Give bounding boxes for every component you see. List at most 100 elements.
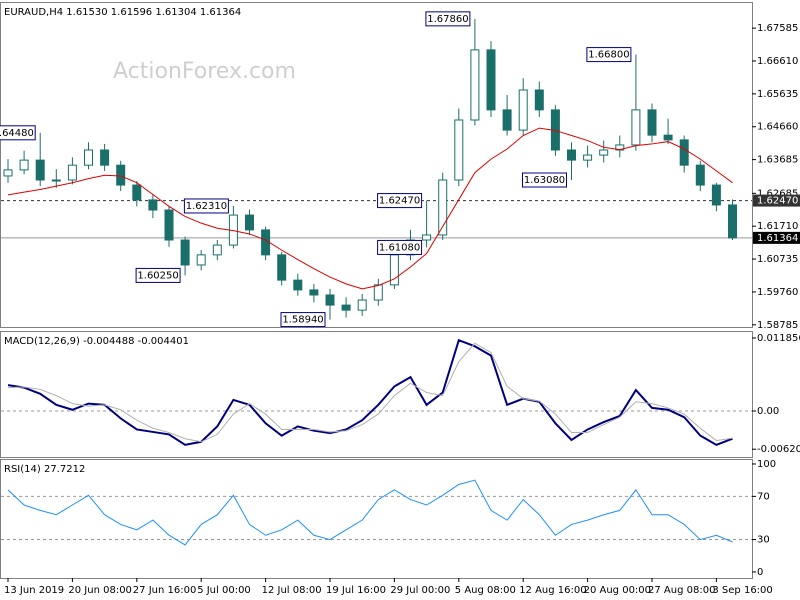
candle-body xyxy=(51,179,61,182)
price-annotation: 1.66800 xyxy=(588,50,629,61)
candle-body xyxy=(631,109,641,146)
candle-body xyxy=(3,169,13,177)
candle-body xyxy=(325,294,335,306)
x-tick-label: 20 Aug 00:00 xyxy=(584,585,651,596)
y-tick-label: 1.67585 xyxy=(757,23,798,34)
candle-body xyxy=(502,109,512,131)
candle-body xyxy=(309,289,319,296)
candle-body xyxy=(534,89,544,111)
y-tick-label: 0.00 xyxy=(757,406,779,417)
candle-body xyxy=(132,184,142,201)
x-tick-label: 5 Jul 00:00 xyxy=(197,585,251,596)
price-annotation: 1.60250 xyxy=(137,270,178,281)
x-tick-label: 29 Jul 00:00 xyxy=(390,585,450,596)
axis-price-label: 1.62470 xyxy=(757,196,798,207)
candle-body xyxy=(422,234,432,241)
y-tick-label: 0.011856 xyxy=(757,333,800,344)
candle-body xyxy=(67,164,77,181)
price-annotation-box xyxy=(586,47,632,63)
x-tick-label: 27 Jun 16:00 xyxy=(133,585,197,596)
series-line xyxy=(7,479,733,546)
candle-body xyxy=(35,159,45,181)
panel-title: RSI(14) 27.7212 xyxy=(4,464,85,475)
x-tick-label: 13 Jun 2019 xyxy=(4,585,64,596)
candle-body xyxy=(695,164,705,186)
candle-body xyxy=(599,149,609,156)
candle-body xyxy=(341,304,351,311)
x-tick-label: 12 Aug 16:00 xyxy=(519,585,586,596)
candle-body xyxy=(518,89,528,131)
candle-body xyxy=(100,149,110,166)
y-tick-label: -0.006206 xyxy=(757,444,800,455)
y-tick-label: 1.59760 xyxy=(757,287,798,298)
candle-body xyxy=(196,254,206,266)
axis-price-box xyxy=(753,231,800,244)
x-tick-label: 3 Sep 16:00 xyxy=(712,585,772,596)
x-tick-label: 20 Jun 08:00 xyxy=(68,585,132,596)
y-tick-label: 1.66610 xyxy=(757,56,798,67)
y-tick-label: 30 xyxy=(757,535,770,546)
candle-body xyxy=(438,179,448,236)
price-annotation: 1.63080 xyxy=(524,175,565,186)
candle-body xyxy=(84,149,93,166)
price-annotation: 1.61080 xyxy=(379,242,420,253)
candle-body xyxy=(373,284,383,301)
price-annotation-box xyxy=(0,125,36,141)
candle-body xyxy=(245,214,254,231)
y-tick-label: 1.64660 xyxy=(757,122,798,133)
panel-title: EURAUD,H4 1.61530 1.61596 1.61304 1.6136… xyxy=(4,7,241,18)
x-tick-label: 12 Jul 08:00 xyxy=(262,585,322,596)
candle-body xyxy=(116,164,126,186)
candle-body xyxy=(293,279,303,291)
candle-body xyxy=(277,254,287,281)
y-tick-label: 1.62685 xyxy=(757,188,798,199)
candle-body xyxy=(728,204,737,239)
panel-frame xyxy=(0,331,753,458)
candle-body xyxy=(679,139,689,166)
price-annotation: 1.62310 xyxy=(186,201,227,212)
candle-body xyxy=(470,49,480,121)
candle-body xyxy=(647,109,657,136)
axis-price-box xyxy=(753,194,800,207)
candle-body xyxy=(19,159,29,171)
y-tick-label: 1.60735 xyxy=(757,254,798,265)
price-annotation-box xyxy=(425,11,471,27)
x-tick-label: 19 Jul 16:00 xyxy=(326,585,386,596)
panel-frame xyxy=(0,2,753,328)
price-annotation: 1.62470 xyxy=(379,196,420,207)
price-annotation-box xyxy=(377,193,423,209)
y-tick-label: 1.63685 xyxy=(757,155,798,166)
y-tick-label: 70 xyxy=(757,491,770,502)
candle-body xyxy=(261,229,271,256)
y-tick-label: 1.61710 xyxy=(757,221,798,232)
candle-body xyxy=(583,154,593,161)
series-line xyxy=(7,338,733,446)
y-tick-label: 1.58785 xyxy=(757,320,798,331)
candle-body xyxy=(486,49,496,111)
y-tick-label: 1.65635 xyxy=(757,89,798,100)
price-annotation-box xyxy=(377,239,423,255)
price-annotation: 1.64480 xyxy=(0,128,34,139)
price-annotation: 1.58940 xyxy=(282,315,323,326)
price-annotation-box xyxy=(280,312,326,328)
candle-body xyxy=(454,119,464,181)
candle-body xyxy=(357,299,367,311)
watermark: ActionForex.com xyxy=(113,59,296,84)
moving-average xyxy=(7,127,733,290)
candle-body xyxy=(164,209,174,241)
candle-body xyxy=(180,239,190,266)
price-annotation: 1.67860 xyxy=(427,14,468,25)
axis-price-label: 1.61364 xyxy=(757,233,798,244)
y-tick-label: 100 xyxy=(757,459,776,470)
y-tick-label: 0 xyxy=(757,567,763,578)
panel-title: MACD(12,26,9) -0.004488 -0.004401 xyxy=(4,336,189,347)
panel-frame xyxy=(0,459,753,579)
x-tick-label: 27 Aug 08:00 xyxy=(648,585,715,596)
price-annotation-box xyxy=(522,172,567,188)
series-line xyxy=(7,342,733,443)
candle-body xyxy=(148,199,158,211)
candle-body xyxy=(567,149,576,161)
candle-body xyxy=(212,244,222,256)
price-annotation-box xyxy=(183,198,229,214)
